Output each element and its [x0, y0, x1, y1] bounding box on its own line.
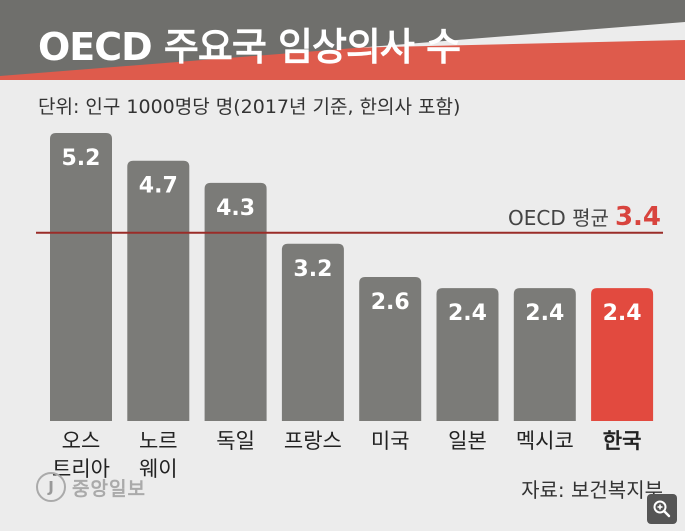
- category-label: 일본: [448, 429, 487, 453]
- chart-title: OECD 주요국 임상의사 수: [38, 25, 461, 69]
- banner-dark-band: [0, 0, 685, 76]
- data-label: 3.2: [293, 257, 332, 282]
- category-label: 미국: [371, 429, 410, 453]
- category-label: 프랑스: [284, 429, 342, 453]
- magnifier-icon: [653, 500, 671, 518]
- bar: [50, 133, 112, 421]
- category-label: 노르 웨이: [139, 429, 178, 481]
- publisher-logo: J 중앙일보: [36, 472, 146, 502]
- data-label: 2.4: [603, 301, 642, 326]
- logo-mark: J: [36, 472, 66, 502]
- bar: [204, 182, 267, 421]
- bar: [591, 288, 654, 421]
- data-label: 4.3: [216, 196, 255, 221]
- zoom-button[interactable]: [647, 494, 677, 524]
- bar: [127, 160, 190, 421]
- banner-red-band: [0, 40, 685, 80]
- bar: [281, 243, 344, 421]
- logo-text: 중앙일보: [72, 477, 146, 500]
- data-label: 2.6: [371, 290, 410, 315]
- data-label: 5.2: [62, 146, 101, 171]
- unit-note: 단위: 인구 1000명당 명(2017년 기준, 한의사 포함): [38, 96, 461, 118]
- data-label: 4.7: [139, 174, 178, 199]
- bar: [436, 288, 499, 421]
- reference-line-value: 3.4: [614, 202, 661, 232]
- category-label: 독일: [216, 429, 255, 453]
- data-label: 2.4: [525, 301, 564, 326]
- category-label: 멕시코: [516, 429, 574, 453]
- bar: [359, 277, 422, 421]
- category-label: 한국: [603, 429, 642, 453]
- bar: [513, 288, 576, 421]
- title-banner: [0, 0, 685, 80]
- source-note: 자료: 보건복지부: [521, 478, 663, 502]
- data-label: 2.4: [448, 301, 487, 326]
- reference-line-label: OECD 평균 3.4: [508, 202, 661, 232]
- reference-line-name: OECD 평균: [508, 206, 609, 230]
